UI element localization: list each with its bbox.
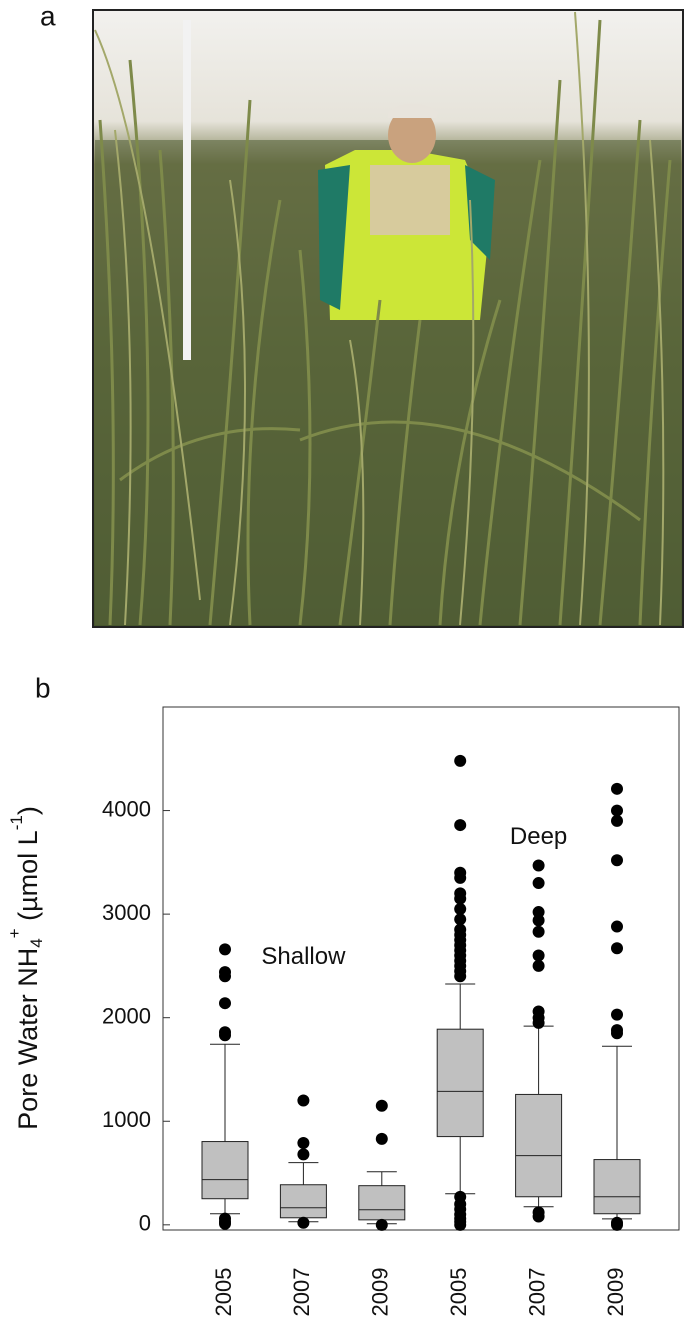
y-tick-label: 2000	[102, 1004, 151, 1029]
plot-frame	[162, 706, 680, 1231]
y-label-sup: +	[5, 928, 24, 938]
outlier	[611, 1218, 623, 1231]
box	[436, 1028, 484, 1138]
outlier	[532, 877, 545, 890]
outlier	[375, 1099, 388, 1112]
outlier	[219, 943, 231, 956]
y-label-part: Pore Water NH	[13, 948, 43, 1130]
x-tick-label: 2007	[524, 1268, 549, 1317]
box	[279, 1184, 327, 1219]
group-label: Deep	[510, 823, 567, 850]
panel-label: a	[40, 0, 56, 31]
outlier	[611, 782, 623, 795]
outlier	[532, 914, 545, 927]
outlier	[297, 1216, 310, 1229]
outlier	[219, 970, 231, 983]
outlier	[532, 1016, 545, 1029]
y-tick-label: 1000	[102, 1107, 151, 1132]
outlier	[611, 814, 623, 827]
outlier	[219, 997, 231, 1010]
box	[201, 1141, 249, 1200]
outlier	[611, 920, 623, 933]
outlier	[297, 1094, 310, 1107]
outlier	[532, 959, 545, 972]
outlier	[454, 871, 467, 884]
outlier	[454, 913, 467, 926]
outlier	[454, 1218, 467, 1231]
outlier	[532, 859, 545, 872]
outlier	[219, 1217, 231, 1230]
y-label-part: (µmol L	[13, 830, 43, 928]
outlier	[297, 1137, 310, 1150]
outlier	[611, 804, 623, 817]
y-tick-label: 4000	[102, 796, 151, 821]
outlier	[611, 1027, 623, 1040]
outlier	[375, 1132, 388, 1145]
outlier	[375, 1218, 388, 1231]
y-tick-label: 0	[139, 1211, 151, 1236]
outlier	[611, 942, 623, 955]
box	[593, 1159, 641, 1215]
outlier	[532, 906, 545, 919]
group-label: Shallow	[261, 943, 346, 970]
outlier	[454, 754, 467, 767]
outlier	[532, 925, 545, 938]
y-label-sup: -1	[7, 815, 26, 830]
panel-label: b	[35, 672, 51, 703]
outlier	[219, 1029, 231, 1042]
outlier	[454, 902, 467, 915]
x-tick-label: 2009	[368, 1268, 393, 1317]
x-tick-label: 2009	[603, 1268, 628, 1317]
outlier	[611, 854, 623, 867]
x-tick-label: 2005	[446, 1268, 471, 1317]
box	[358, 1185, 406, 1221]
box	[515, 1093, 563, 1198]
x-tick-label: 2005	[211, 1268, 236, 1317]
y-tick-label: 3000	[102, 900, 151, 925]
outlier	[454, 892, 467, 905]
outlier	[532, 1210, 545, 1223]
y-label-part: )	[13, 806, 43, 815]
photo	[92, 9, 684, 628]
outlier	[454, 819, 467, 832]
y-label-sub: 4	[27, 938, 46, 947]
outlier	[611, 1008, 623, 1021]
x-tick-label: 2007	[289, 1268, 314, 1317]
outlier	[297, 1148, 310, 1161]
outlier	[454, 970, 467, 983]
outlier	[532, 949, 545, 962]
y-axis-label: Pore Water NH4+ (µmol L-1)	[5, 806, 46, 1130]
